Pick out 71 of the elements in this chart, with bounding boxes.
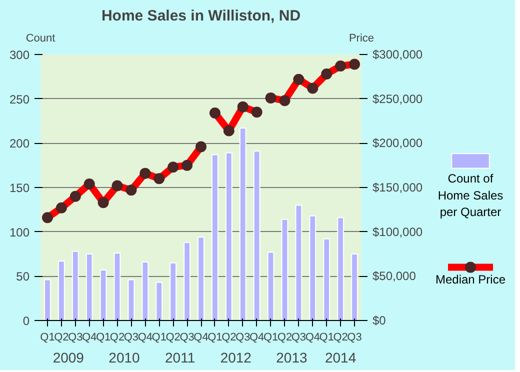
- x-tick-label: Q2: [110, 332, 125, 344]
- y2-tick-label: $100,000: [372, 224, 423, 239]
- y-tick-label: 100: [9, 225, 30, 240]
- x-tick-label: Q1: [208, 332, 222, 344]
- y2-tick-label: $300,000: [372, 48, 423, 62]
- bar: [100, 269, 107, 320]
- x-tick-label: Q1: [40, 332, 55, 344]
- bar: [351, 254, 358, 320]
- x-tick-label: Q1: [319, 332, 334, 344]
- bar: [184, 242, 190, 320]
- bar: [44, 279, 51, 320]
- y2-tick-label: $200,000: [372, 136, 423, 150]
- x-tick-label: Q3: [236, 332, 250, 344]
- x-tick-label: Q2: [333, 332, 348, 344]
- x-tick-label: Q3: [347, 332, 362, 344]
- bar: [337, 217, 344, 320]
- text: 2010: [108, 350, 140, 366]
- bar: [72, 250, 79, 320]
- legend-label: Count of Home Sales per Quarter: [438, 172, 504, 220]
- x-tick-label: Q2: [277, 332, 292, 344]
- chart-title: Home Sales in Williston, ND: [101, 8, 301, 24]
- y-tick-label: 300: [9, 48, 30, 62]
- x-tick-label: Q3: [180, 332, 194, 344]
- x-tick-label: Q3: [68, 332, 83, 344]
- x-tick-label: Q4: [82, 332, 97, 344]
- y2-tick-label: $250,000: [372, 92, 423, 106]
- y2-tick-label: $0: [372, 314, 386, 328]
- legend-label: Median Price: [435, 272, 506, 287]
- y-tick-label: 150: [9, 181, 30, 195]
- bar: [253, 150, 260, 320]
- bar: [212, 154, 218, 320]
- x-tick-label: Q1: [263, 332, 278, 344]
- x-tick-label: Q1: [96, 332, 111, 344]
- bar: [156, 282, 163, 320]
- x-tick-label: Q2: [54, 332, 69, 344]
- bar: [295, 204, 302, 320]
- bar: [86, 254, 93, 320]
- bar: [128, 279, 135, 320]
- y-tick-label: 0: [22, 314, 30, 328]
- bar: [267, 252, 274, 320]
- x-tick-label: Q2: [222, 332, 236, 344]
- x-tick-label: Q4: [138, 332, 153, 344]
- bar: [170, 262, 177, 320]
- x-tick-label: Q1: [152, 332, 166, 344]
- x-tick-label: Q2: [166, 332, 180, 344]
- y2-tick-label: $150,000: [372, 180, 423, 194]
- x-tick-label: Q3: [124, 332, 139, 344]
- y-tick-label: 250: [9, 92, 30, 106]
- y-axis-title: Count: [26, 32, 56, 44]
- bar: [323, 238, 330, 320]
- text: 2012: [220, 350, 252, 366]
- bar: [198, 236, 204, 320]
- y2-tick-label: $50,000: [372, 269, 416, 284]
- x-tick-label: Q4: [249, 332, 264, 344]
- text: 2013: [276, 350, 308, 366]
- text: 2009: [52, 350, 84, 366]
- bar: [225, 152, 232, 320]
- bar: [309, 215, 316, 320]
- x-tick-label: Q4: [305, 332, 320, 344]
- bar: [239, 128, 246, 320]
- y-tick-label: 50: [16, 270, 30, 284]
- bar: [281, 218, 288, 320]
- x-tick-label: Q4: [194, 332, 208, 344]
- y-tick-label: 200: [9, 136, 30, 151]
- y2-axis-title: Price: [348, 32, 374, 44]
- text: 2011: [165, 350, 196, 366]
- bar: [142, 261, 149, 320]
- bar: [58, 260, 65, 320]
- x-tick-label: Q3: [291, 332, 306, 344]
- text: 2014: [324, 350, 356, 366]
- bar: [114, 252, 121, 320]
